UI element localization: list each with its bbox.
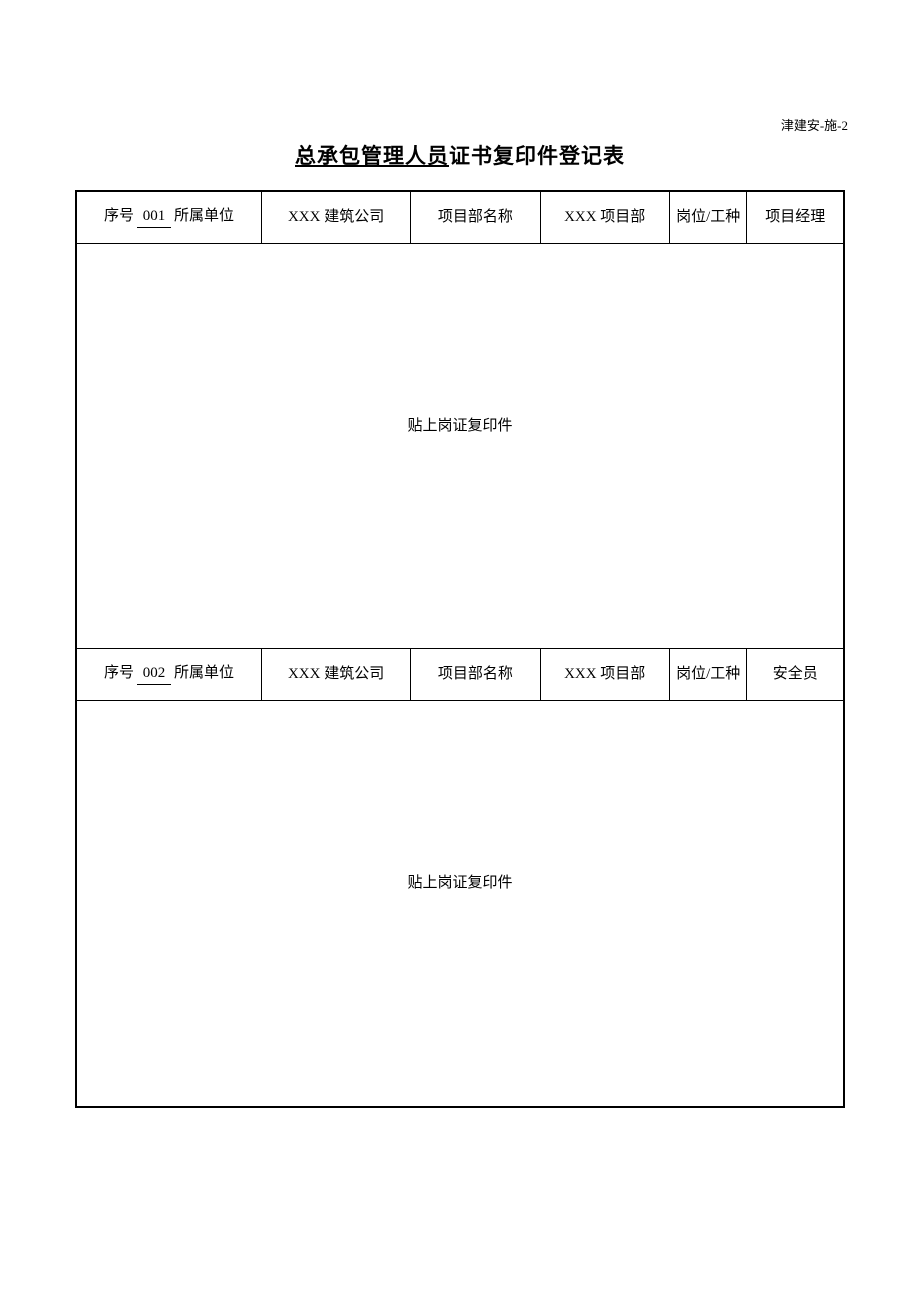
header-row-1: 序号001所属单位 XXX 建筑公司 项目部名称 XXX 项目部 岗位/工种 项… [77, 192, 843, 244]
title-underlined-part: 总承包管理人员 [295, 144, 449, 168]
unit-label-2: 所属单位 [174, 665, 234, 681]
seq-unit-cell-1: 序号001所属单位 [77, 192, 262, 243]
unit-value-2: XXX 建筑公司 [262, 649, 411, 700]
seq-value-1: 001 [137, 207, 171, 228]
title-rest-part: 证书复印件登记表 [449, 144, 625, 168]
content-area-2: 贴上岗证复印件 [77, 701, 843, 1106]
seq-prefix-1: 序号 [104, 208, 134, 224]
page-title: 总承包管理人员证书复印件登记表 [0, 140, 920, 170]
registration-table: 序号001所属单位 XXX 建筑公司 项目部名称 XXX 项目部 岗位/工种 项… [75, 190, 845, 1108]
form-code: 津建安-施-2 [781, 115, 848, 134]
position-label-2: 岗位/工种 [670, 649, 748, 700]
placeholder-text-2: 贴上岗证复印件 [407, 871, 512, 892]
unit-label-1: 所属单位 [174, 208, 234, 224]
seq-prefix-2: 序号 [104, 665, 134, 681]
position-value-1: 项目经理 [747, 192, 843, 243]
project-name-label-2: 项目部名称 [411, 649, 540, 700]
project-name-label-1: 项目部名称 [411, 192, 540, 243]
unit-value-1: XXX 建筑公司 [262, 192, 411, 243]
position-value-2: 安全员 [747, 649, 843, 700]
seq-unit-cell-2: 序号002所属单位 [77, 649, 262, 700]
placeholder-text-1: 贴上岗证复印件 [407, 414, 512, 435]
project-name-value-2: XXX 项目部 [541, 649, 670, 700]
position-label-1: 岗位/工种 [670, 192, 748, 243]
seq-value-2: 002 [137, 664, 171, 685]
content-area-1: 贴上岗证复印件 [77, 244, 843, 649]
header-row-2: 序号002所属单位 XXX 建筑公司 项目部名称 XXX 项目部 岗位/工种 安… [77, 649, 843, 701]
project-name-value-1: XXX 项目部 [541, 192, 670, 243]
